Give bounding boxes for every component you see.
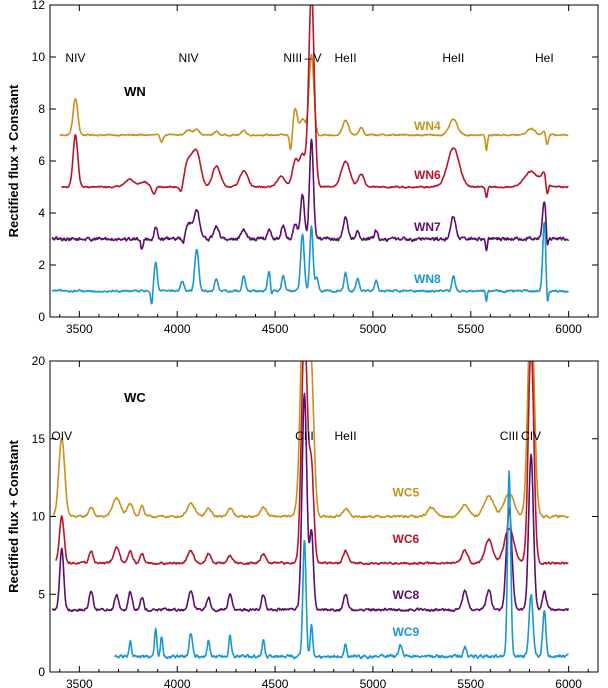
x-tick-label: 6000 bbox=[555, 677, 582, 688]
wc-panel: WC5 WC6 WC8 WC9 3500 4000 4500 5000 5500 6000 0 5 10… bbox=[6, 354, 599, 688]
y-tick-label: 0 bbox=[38, 665, 45, 679]
y-axis-label: Rectified flux + Constant bbox=[6, 439, 21, 592]
series-line-wc9 bbox=[114, 470, 569, 660]
line-id-label: NIV bbox=[65, 51, 85, 65]
series-label-wn6: WN6 bbox=[414, 168, 441, 182]
y-tick-label: 10 bbox=[32, 510, 46, 524]
y-axis-label: Rectified flux + Constant bbox=[6, 84, 21, 237]
x-tick-label: 4500 bbox=[262, 322, 289, 336]
series-label-wc5: WC5 bbox=[393, 485, 420, 499]
series-group bbox=[51, 361, 570, 660]
plot-frame bbox=[49, 4, 599, 318]
x-tick-label: 3500 bbox=[66, 322, 93, 336]
y-tick-label: 2 bbox=[38, 258, 45, 272]
series-line-wc8 bbox=[51, 392, 570, 613]
x-tick-label: 5500 bbox=[457, 322, 484, 336]
series-line-wn6 bbox=[61, 5, 569, 199]
line-id-label: OIV bbox=[51, 429, 72, 443]
panel-label: WC bbox=[124, 390, 146, 405]
y-tick-label: 4 bbox=[38, 206, 45, 220]
line-id-label: NIV bbox=[179, 51, 199, 65]
y-tick-label: 12 bbox=[32, 0, 46, 12]
x-tick-label: 5500 bbox=[457, 677, 484, 688]
series-label-wn8: WN8 bbox=[414, 272, 441, 286]
series-label-wn7: WN7 bbox=[414, 220, 441, 234]
line-id-label: CIII bbox=[500, 429, 519, 443]
series-label-wn4: WN4 bbox=[414, 119, 441, 133]
series-line-wc6 bbox=[55, 361, 569, 566]
x-tick-label: 4000 bbox=[164, 322, 191, 336]
y-tick-label: 15 bbox=[32, 432, 46, 446]
y-tick-label: 6 bbox=[38, 154, 45, 168]
x-tick-label: 4000 bbox=[164, 677, 191, 688]
line-id-label: CIII bbox=[295, 429, 314, 443]
y-tick-label: 8 bbox=[38, 102, 45, 116]
line-id-label: HeII bbox=[335, 51, 357, 65]
x-tick-label: 6000 bbox=[555, 322, 582, 336]
x-tick-label: 5000 bbox=[360, 322, 387, 336]
line-id-label: HeI bbox=[535, 51, 554, 65]
x-tick-label: 5000 bbox=[360, 677, 387, 688]
y-tick-label: 10 bbox=[32, 50, 46, 64]
line-id-label: HeII bbox=[442, 51, 464, 65]
series-label-wc6: WC6 bbox=[393, 532, 420, 546]
y-tick-label: 0 bbox=[38, 310, 45, 324]
y-tick-label: 5 bbox=[38, 587, 45, 601]
y-tick-label: 20 bbox=[32, 354, 46, 368]
x-tick-label: 4500 bbox=[262, 677, 289, 688]
panel-label: WN bbox=[124, 84, 146, 99]
series-label-wc8: WC8 bbox=[393, 588, 420, 602]
line-id-label: NIII – V bbox=[283, 51, 321, 65]
series-group bbox=[51, 5, 570, 305]
series-line-wn8 bbox=[51, 221, 569, 305]
series-line-wn7 bbox=[51, 138, 570, 252]
line-id-label: CIV bbox=[521, 429, 541, 443]
x-tick-label: 3500 bbox=[66, 677, 93, 688]
line-id-label: HeII bbox=[335, 429, 357, 443]
series-label-wc9: WC9 bbox=[393, 625, 420, 639]
series-line-wc5 bbox=[51, 361, 570, 519]
